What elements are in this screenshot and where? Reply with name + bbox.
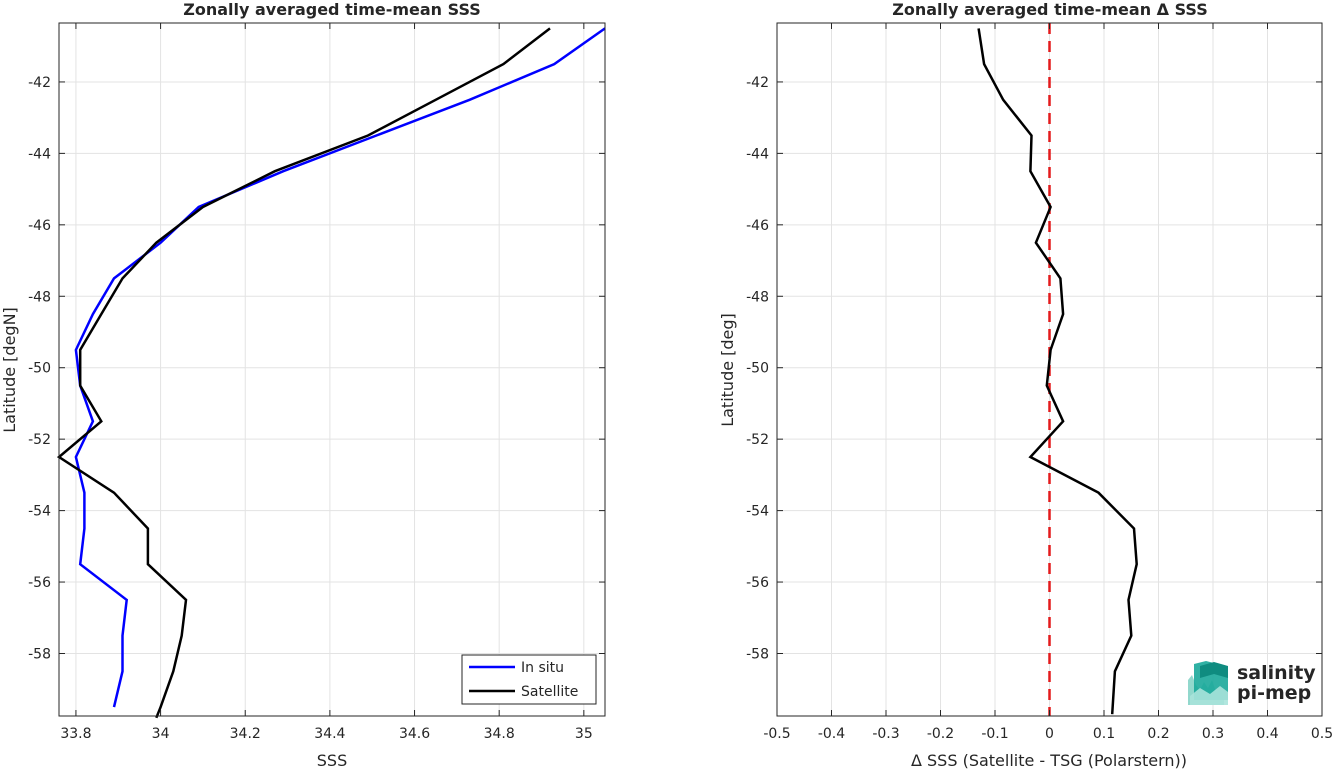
y-tick-label: -46 [746,218,769,234]
delta-sss-panel-title: Zonally averaged time-mean Δ SSS [892,0,1208,19]
x-tick-label: -0.2 [927,726,954,742]
sss-legend: In situ Satellite [461,654,597,705]
sss-y-ticks: -58 -56 -54 -52 -50 -48 -46 -44 -42 [28,75,605,662]
y-tick-label: -52 [28,432,51,448]
x-tick-label: -0.4 [818,726,845,742]
wave-bars-icon [1188,661,1228,705]
sss-x-ticks: 33.8 34 34.2 34.4 34.6 34.8 35 [60,23,593,742]
legend-label-in-situ: In situ [521,660,564,676]
x-tick-label: 34.4 [314,726,345,742]
series-line-series-0 [977,28,1138,715]
y-tick-label: -58 [746,646,769,662]
series-line-in-situ [74,27,606,708]
salinity-pi-mep-logo: salinity pi-mep [1188,661,1316,705]
y-tick-label: -48 [28,289,51,305]
y-tick-label: -58 [28,646,51,662]
y-tick-label: -50 [28,361,51,377]
x-tick-label: 0.5 [1311,726,1333,742]
y-tick-label: -54 [746,504,769,520]
delta-y-ticks: -58 -56 -54 -52 -50 -48 -46 -44 -42 [746,75,1322,662]
x-tick-label: -0.1 [981,726,1008,742]
y-tick-label: -46 [28,218,51,234]
x-tick-label: 0.1 [1093,726,1115,742]
delta-y-axis-label: Latitude [deg] [718,313,737,427]
logo-line-1: salinity [1237,662,1316,684]
sss-panel: Zonally averaged time-mean SSS 33.8 34 34.… [0,0,606,769]
sss-grid [59,23,605,716]
legend-label-satellite: Satellite [521,684,578,700]
logo-line-2: pi-mep [1237,682,1311,704]
y-tick-label: -42 [28,75,51,91]
delta-sss-panel: Zonally averaged time-mean Δ SSS -0.5 -0.… [718,0,1333,769]
y-tick-label: -56 [28,575,51,591]
x-tick-label: 34.6 [399,726,430,742]
delta-x-axis-label: Δ SSS (Satellite - TSG (Polarstern)) [911,751,1187,769]
y-tick-label: -42 [746,75,769,91]
series-line-satellite [56,27,551,719]
sss-panel-title: Zonally averaged time-mean SSS [183,0,481,19]
x-tick-label: 0.2 [1147,726,1169,742]
delta-series [977,28,1138,715]
sss-x-axis-label: SSS [317,751,347,769]
axes-frame [58,22,606,717]
sss-axes-box [58,22,606,717]
y-tick-label: -44 [746,146,769,162]
y-tick-label: -44 [28,146,51,162]
sss-y-axis-label: Latitude [degN] [0,307,19,433]
x-tick-label: 0.3 [1202,726,1224,742]
x-tick-label: 33.8 [60,726,91,742]
sss-series [56,27,606,719]
x-tick-label: -0.3 [872,726,899,742]
y-tick-label: -52 [746,432,769,448]
x-tick-label: 34.2 [230,726,261,742]
y-tick-label: -54 [28,504,51,520]
x-tick-label: 0 [1045,726,1054,742]
x-tick-label: 34.8 [484,726,515,742]
delta-x-ticks: -0.5 -0.4 -0.3 -0.2 -0.1 0 0.1 0.2 0.3 0.4 0.5 [763,23,1333,742]
y-tick-label: -50 [746,361,769,377]
x-tick-label: 34 [152,726,170,742]
x-tick-label: 0.4 [1256,726,1278,742]
x-tick-label: -0.5 [763,726,790,742]
x-tick-label: 35 [575,726,593,742]
legend-box [461,654,597,705]
y-tick-label: -56 [746,575,769,591]
y-tick-label: -48 [746,289,769,305]
